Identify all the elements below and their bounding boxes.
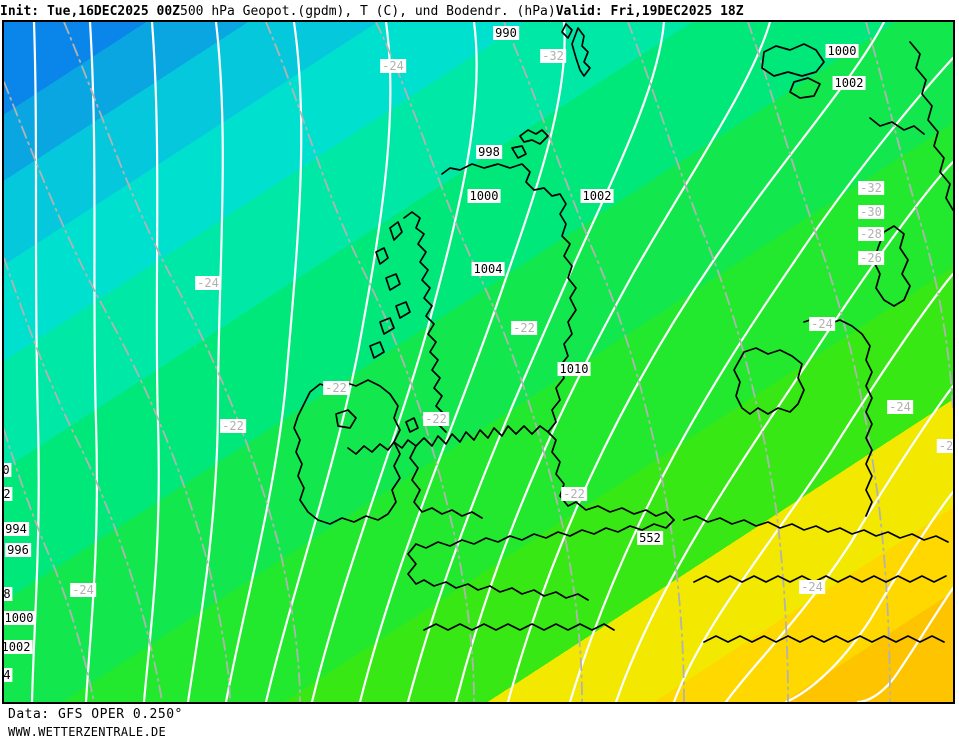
temperature-label: -24 [380,59,406,73]
product-title: 500 hPa Geopot.(gpdm), T (C), und Bodend… [180,4,556,19]
geopotential-label: 552 [637,531,663,545]
temperature-label: -22 [220,419,246,433]
pressure-label: 0 [2,463,12,477]
pressure-label: 1000 [825,44,859,58]
pressure-label: 1002 [832,76,866,90]
temperature-label: -30 [858,205,884,219]
pressure-label: 996 [5,543,31,557]
valid-label: Valid: Fri,19DEC2025 18Z [555,4,744,19]
temperature-label: -24 [887,400,913,414]
temperature-label: -32 [540,49,566,63]
pressure-label: 990 [493,26,519,40]
map-frame[interactable]: 990 998 1000 1002 1004 1010 1000 1002 99… [2,20,955,704]
pressure-label: 1010 [557,362,591,376]
map-canvas [4,22,953,702]
temperature-label: -24 [809,317,835,331]
pressure-label: 1004 [471,262,505,276]
pressure-label: 1002 [4,640,33,654]
pressure-label: 4 [3,668,13,682]
pressure-label: 1000 [4,611,36,625]
temperature-label: -22 [511,321,537,335]
temperature-label: -22 [423,412,449,426]
pressure-label: 1000 [467,189,501,203]
pressure-label: 998 [476,145,502,159]
temperature-label: -32 [858,181,884,195]
temperature-label: -22 [323,381,349,395]
init-label: Init: Tue,16DEC2025 00Z [0,4,181,19]
title-bar: Init: Tue,16DEC2025 00Z500 hPa Geopot.(g… [0,0,959,20]
data-source-label: Data: GFS OPER 0.250° [8,707,183,722]
temperature-label: -28 [858,227,884,241]
pressure-label: 1002 [580,189,614,203]
temperature-label: -26 [858,251,884,265]
temperature-label: -24 [70,583,96,597]
pressure-label: 2 [3,487,13,501]
pressure-label: 994 [4,522,29,536]
temperature-label: -24 [195,276,221,290]
website-label: WWW.WETTERZENTRALE.DE [8,725,167,739]
temperature-label: -24 [799,580,825,594]
temperature-label: -22 [561,487,587,501]
temperature-label: -2 [936,439,954,453]
pressure-label: 8 [3,587,13,601]
footer: Data: GFS OPER 0.250° WWW.WETTERZENTRALE… [0,705,959,741]
